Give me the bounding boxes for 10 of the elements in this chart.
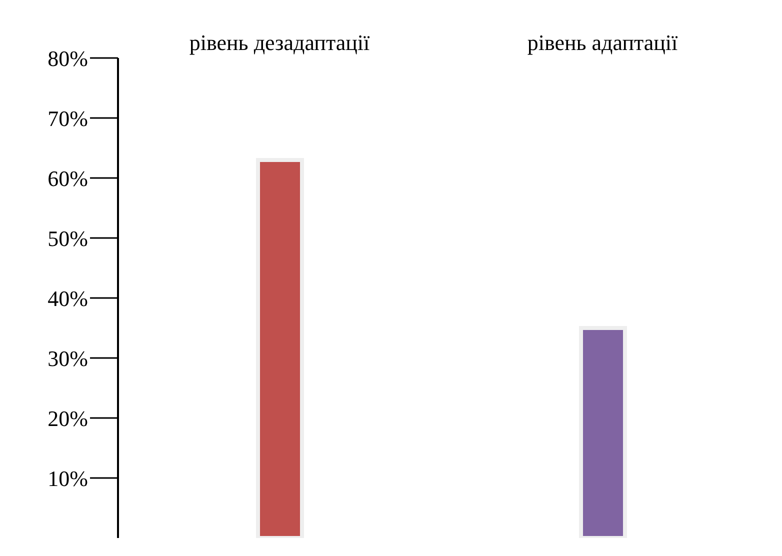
y-tick-label: 70% xyxy=(48,106,88,131)
y-tick-label: 60% xyxy=(48,166,88,191)
y-tick-label: 20% xyxy=(48,406,88,431)
y-tick-label: 50% xyxy=(48,226,88,251)
x-tick-label: рівень адаптації xyxy=(527,30,679,55)
y-tick-label: 80% xyxy=(48,46,88,71)
y-tick-label: 30% xyxy=(48,346,88,371)
y-tick-label: 40% xyxy=(48,286,88,311)
y-tick-label: 10% xyxy=(48,466,88,491)
x-tick-label: рівень дезадаптації xyxy=(189,30,370,55)
